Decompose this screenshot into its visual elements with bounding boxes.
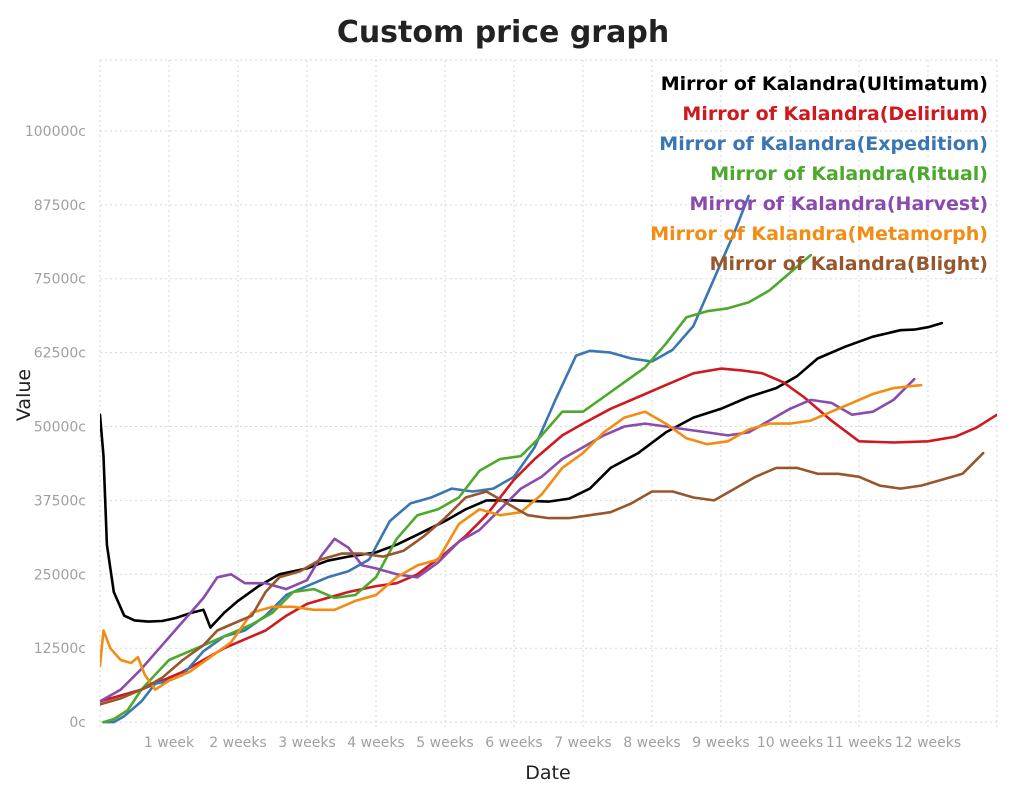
x-tick-label: 1 week [144,735,195,751]
y-tick-label: 62500c [34,346,86,362]
y-axis-title: Value [13,369,35,421]
x-axis-title: Date [525,762,570,784]
y-tick-label: 75000c [34,272,86,288]
chart-title: Custom price graph [337,15,669,50]
x-tick-label: 11 weeks [826,735,892,751]
y-tick-label: 37500c [34,493,86,509]
series-lines [100,194,997,724]
legend-entry: Mirror of Kalandra(Blight) [710,253,988,275]
legend-entry: Mirror of Kalandra(Delirium) [682,103,988,125]
legend-entry: Mirror of Kalandra(Expedition) [659,133,988,155]
x-tick-label: 5 weeks [416,735,473,751]
y-tick-label: 12500c [34,641,86,657]
y-tick-label: 50000c [34,420,86,436]
x-axis-ticks: 1 week 2 weeks 3 weeks 4 weeks 5 weeks 6 week… [144,735,961,751]
y-tick-label: 87500c [34,198,86,214]
x-tick-label: 7 weeks [554,735,611,751]
series-line-4 [102,253,812,724]
legend-entry: Mirror of Kalandra(Harvest) [690,193,988,215]
x-tick-label: 3 weeks [278,735,335,751]
grid [99,59,998,728]
legend: Mirror of Kalandra(Ultimatum) Mirror of K… [650,73,988,275]
x-tick-label: 8 weeks [623,735,680,751]
x-tick-label: 10 weeks [757,735,823,751]
series-line-1 [100,321,944,629]
legend-entry: Mirror of Kalandra(Ritual) [710,163,988,185]
x-tick-label: 12 weeks [895,735,961,751]
series-line-6 [100,383,923,691]
legend-entry: Mirror of Kalandra(Ultimatum) [661,73,988,95]
x-tick-label: 2 weeks [209,735,266,751]
x-tick-label: 4 weeks [347,735,404,751]
x-tick-label: 9 weeks [692,735,749,751]
x-tick-label: 6 weeks [485,735,542,751]
y-tick-label: 25000c [34,567,86,583]
y-tick-label: 100000c [25,124,86,140]
y-tick-label: 0c [69,715,86,731]
y-axis-ticks: 0c 12500c 25000c 37500c 50000c 62500c 75000c 87… [25,124,86,731]
series-line-5 [100,377,916,703]
series-line-2 [100,367,997,703]
series-line-7 [100,451,985,706]
legend-entry: Mirror of Kalandra(Metamorph) [650,223,988,245]
